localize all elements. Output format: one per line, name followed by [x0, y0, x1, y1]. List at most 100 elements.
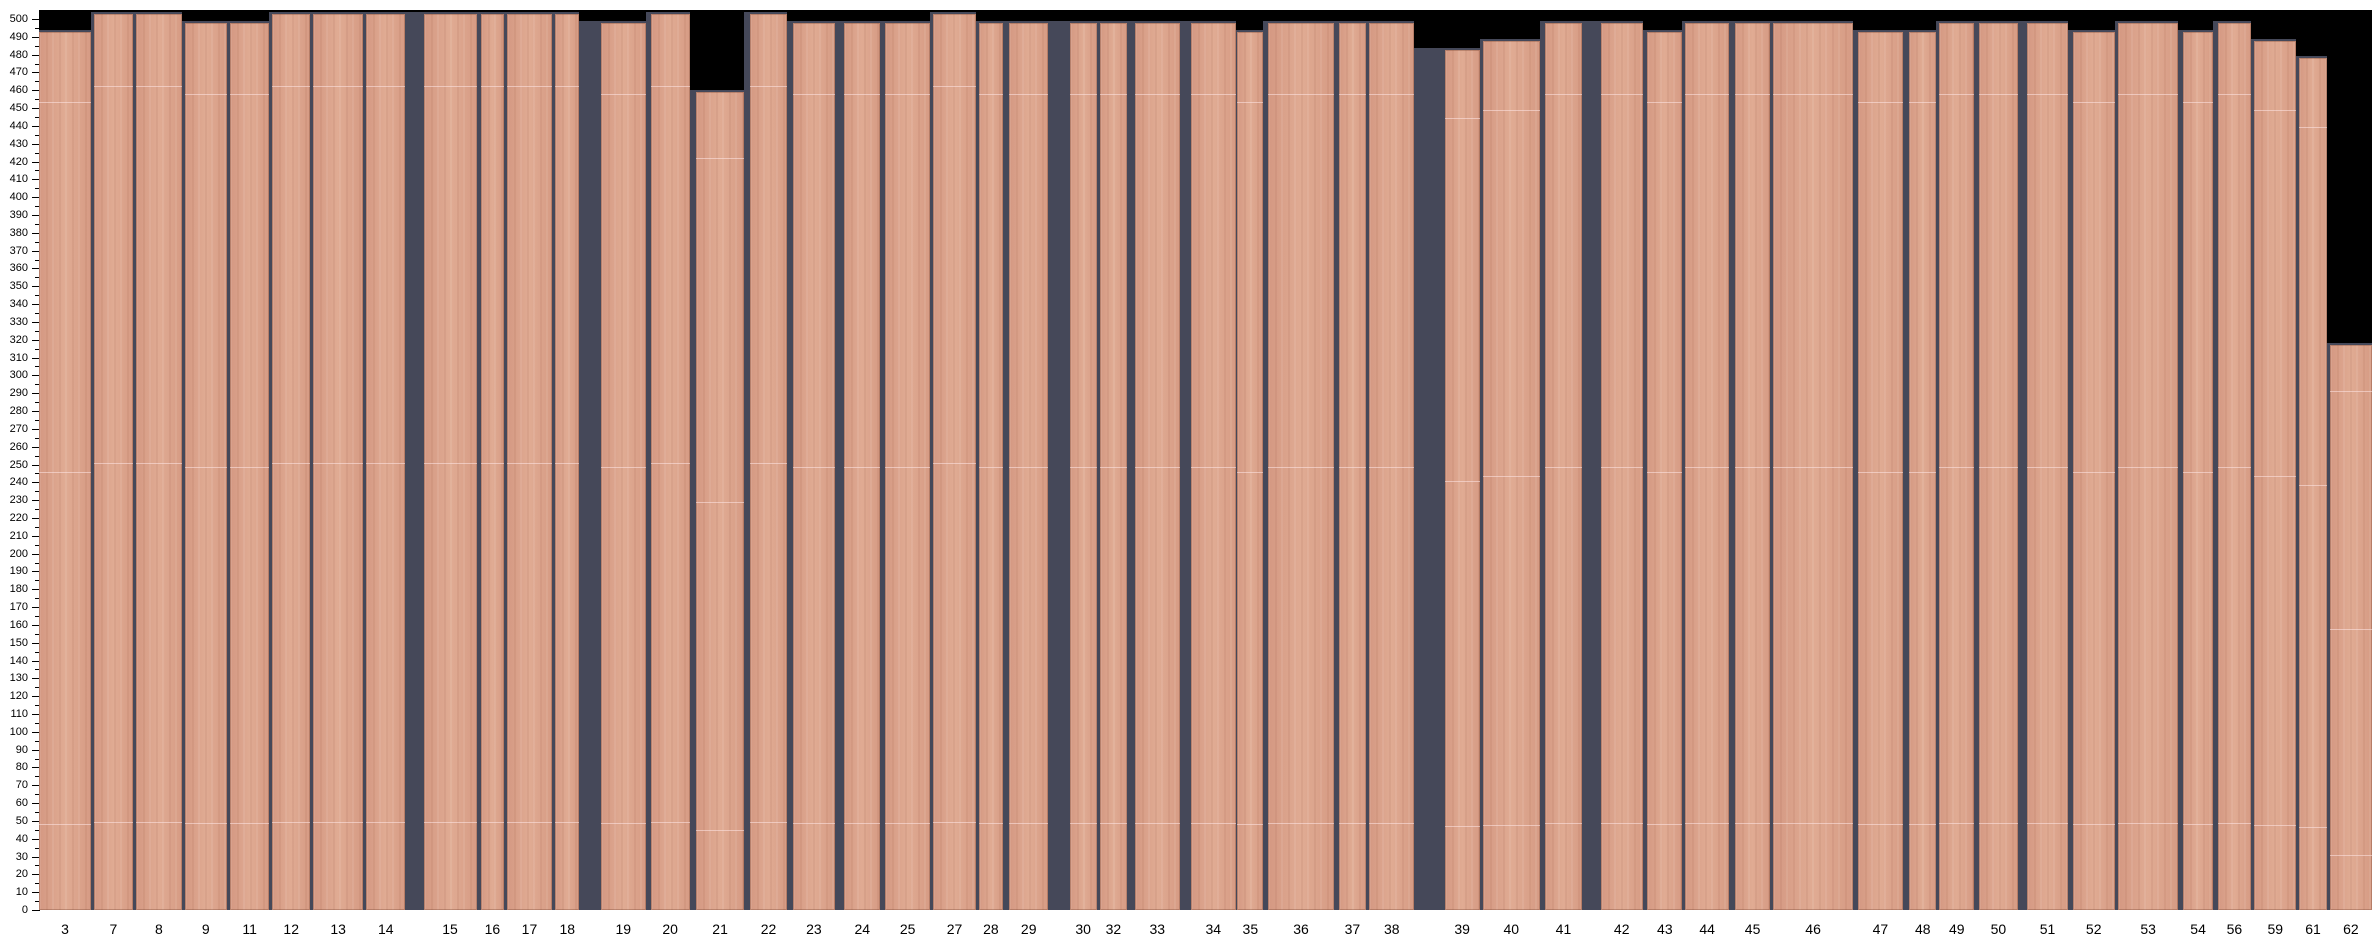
y-tick — [35, 330, 39, 332]
chalk-line — [1338, 467, 1367, 469]
y-tick-label: 100 — [9, 725, 28, 738]
veneer-sheet-44[interactable] — [1685, 22, 1730, 910]
veneer-sheet-33[interactable] — [1134, 22, 1180, 910]
y-tick — [35, 45, 39, 47]
veneer-sheet-15[interactable] — [423, 13, 477, 910]
veneer-sheet-23[interactable] — [792, 22, 836, 910]
y-tick-label: 270 — [9, 422, 28, 435]
veneer-sheet-40[interactable] — [1482, 40, 1541, 910]
y-tick-label: 110 — [10, 707, 28, 720]
chalk-line — [1647, 823, 1683, 825]
y-tick — [35, 562, 39, 564]
chalk-line — [1009, 823, 1049, 825]
veneer-sheet-28[interactable] — [978, 22, 1003, 910]
veneer-sheet-37[interactable] — [1338, 22, 1367, 910]
veneer-sheet-41[interactable] — [1544, 22, 1583, 910]
y-tick — [35, 455, 39, 457]
chalk-line — [1237, 471, 1264, 473]
chalk-line — [1099, 467, 1128, 469]
chalk-line — [229, 467, 270, 469]
veneer-sheet-13[interactable] — [313, 13, 364, 910]
veneer-sheet-62[interactable] — [2329, 345, 2372, 910]
y-tick — [35, 598, 39, 600]
sheet-label: 23 — [806, 921, 822, 937]
y-tick-label: 40 — [15, 832, 28, 845]
chalk-line — [1482, 110, 1541, 112]
chalk-line — [2299, 826, 2327, 828]
sheet-label: 41 — [1555, 921, 1572, 937]
y-tick — [32, 696, 39, 698]
veneer-sheet-51[interactable] — [2027, 22, 2068, 910]
veneer-sheet-12[interactable] — [272, 13, 311, 910]
veneer-sheet-9[interactable] — [184, 22, 227, 910]
veneer-sheet-59[interactable] — [2254, 40, 2297, 910]
veneer-sheet-38[interactable] — [1369, 22, 1415, 910]
veneer-sheet-56[interactable] — [2217, 22, 2252, 910]
chalk-line — [2254, 476, 2297, 478]
y-tick — [32, 517, 39, 519]
chalk-line — [1369, 823, 1415, 825]
veneer-sheet-20[interactable] — [650, 13, 690, 910]
y-tick-label: 460 — [9, 84, 28, 97]
veneer-sheet-49[interactable] — [1939, 22, 1975, 910]
chalk-line — [555, 85, 580, 87]
veneer-sheet-61[interactable] — [2299, 58, 2327, 910]
chalk-line — [1069, 823, 1097, 825]
veneer-sheet-45[interactable] — [1735, 22, 1770, 910]
y-tick — [32, 607, 39, 609]
veneer-sheet-11[interactable] — [229, 22, 270, 910]
y-tick — [35, 99, 39, 101]
sheet-label: 39 — [1454, 921, 1470, 937]
sheet-label: 62 — [2343, 921, 2359, 937]
veneer-sheet-18[interactable] — [555, 13, 580, 910]
y-tick-label: 160 — [9, 618, 28, 631]
veneer-sheet-47[interactable] — [1857, 31, 1904, 910]
chalk-line — [2117, 823, 2179, 825]
y-tick — [32, 90, 39, 92]
veneer-sheet-34[interactable] — [1190, 22, 1236, 910]
veneer-sheet-39[interactable] — [1444, 49, 1480, 910]
y-tick-label: 200 — [9, 547, 28, 560]
veneer-sheet-25[interactable] — [884, 22, 931, 910]
veneer-sheet-7[interactable] — [93, 13, 134, 910]
y-tick — [35, 865, 39, 867]
veneer-sheet-8[interactable] — [136, 13, 182, 910]
veneer-sheet-42[interactable] — [1600, 22, 1643, 910]
veneer-sheet-29[interactable] — [1009, 22, 1049, 910]
veneer-sheet-46[interactable] — [1773, 22, 1854, 910]
veneer-sheet-14[interactable] — [366, 13, 406, 910]
veneer-sheet-35[interactable] — [1237, 31, 1264, 910]
veneer-sheet-24[interactable] — [844, 22, 881, 910]
veneer-sheet-48[interactable] — [1909, 31, 1937, 910]
sheet-label: 50 — [1990, 921, 2007, 937]
veneer-sheet-54[interactable] — [2182, 31, 2214, 910]
y-tick — [35, 81, 39, 83]
veneer-sheet-43[interactable] — [1647, 31, 1683, 910]
y-tick — [32, 321, 39, 323]
veneer-sheet-19[interactable] — [600, 22, 646, 910]
veneer-sheet-50[interactable] — [1978, 22, 2019, 910]
veneer-sheet-3[interactable] — [39, 31, 91, 910]
sheet-label: 18 — [559, 921, 576, 937]
sheet-label: 27 — [946, 921, 963, 937]
veneer-sheet-22[interactable] — [750, 13, 787, 910]
y-tick — [32, 820, 39, 822]
chalk-line — [600, 823, 646, 825]
chalk-line — [313, 462, 364, 464]
veneer-sheet-53[interactable] — [2117, 22, 2179, 910]
chalk-line — [1444, 480, 1480, 482]
y-tick-label: 250 — [9, 458, 28, 471]
veneer-sheet-16[interactable] — [481, 13, 504, 910]
veneer-sheet-36[interactable] — [1267, 22, 1335, 910]
veneer-sheet-32[interactable] — [1099, 22, 1128, 910]
chalk-line — [555, 462, 580, 464]
veneer-sheet-30[interactable] — [1069, 22, 1097, 910]
veneer-sheet-17[interactable] — [506, 13, 553, 910]
veneer-sheet-27[interactable] — [933, 13, 976, 910]
y-tick-label: 20 — [15, 868, 28, 881]
chalk-line — [93, 462, 134, 464]
sheet-label: 56 — [2226, 921, 2243, 937]
chalk-line — [1857, 471, 1904, 473]
veneer-sheet-21[interactable] — [695, 92, 745, 910]
veneer-sheet-52[interactable] — [2072, 31, 2115, 910]
